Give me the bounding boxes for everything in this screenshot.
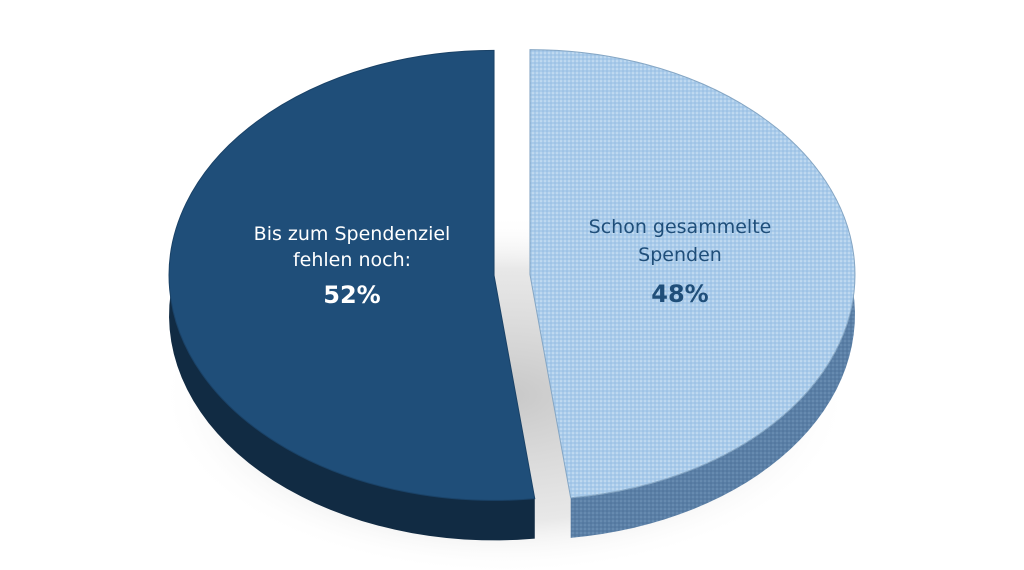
pie-slice-0	[168, 49, 536, 541]
slice-value-1: 48%	[651, 280, 708, 308]
slice-label-0-line-0: Bis zum Spendenziel	[254, 223, 451, 245]
slice-label-0-line-1: fehlen noch:	[293, 249, 411, 271]
pie-labels: Bis zum Spendenziel fehlen noch: 52% Sch…	[254, 216, 772, 309]
pie-slice-1	[529, 49, 856, 538]
slice-top-0	[168, 49, 536, 501]
slice-value-0: 52%	[323, 281, 380, 309]
slice-top-1	[529, 49, 856, 499]
slice-label-1-line-1: Spenden	[638, 244, 722, 266]
slice-label-1-line-0: Schon gesammelte	[589, 216, 772, 238]
pie-slices	[168, 49, 856, 541]
